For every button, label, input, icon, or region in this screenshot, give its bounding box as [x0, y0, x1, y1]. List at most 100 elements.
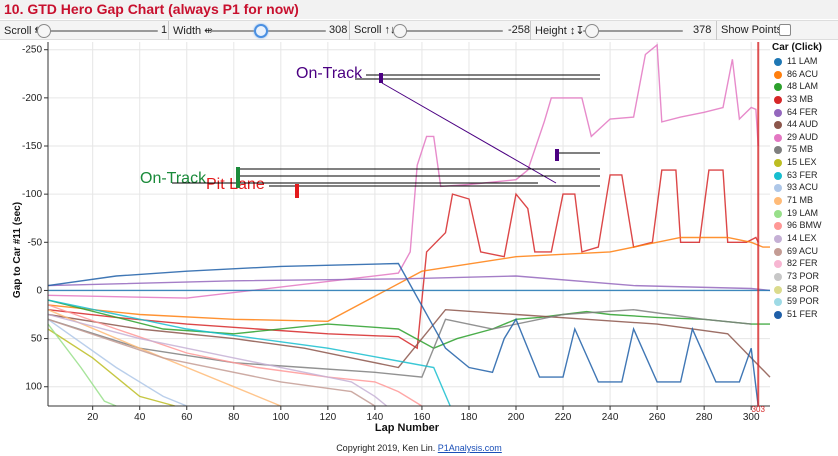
series-line-75-mb[interactable] — [47, 308, 752, 378]
legend-item-69-acu[interactable]: 69 ACU — [772, 246, 838, 259]
height-value: 378 — [693, 24, 712, 36]
series-line-63-fer[interactable] — [47, 299, 451, 407]
legend-label: 93 ACU — [787, 182, 819, 193]
x-tick-label: 20 — [87, 412, 99, 423]
x-axis-title: Lap Number — [375, 422, 440, 434]
scroll-vertical-track[interactable] — [393, 30, 503, 32]
y-tick-label: -50 — [28, 237, 43, 248]
annotation-label: Pit Lane — [206, 176, 265, 193]
legend-item-86-acu[interactable]: 86 ACU — [772, 69, 838, 82]
legend-label: 44 AUD — [787, 119, 819, 130]
legend-label: 51 FER — [787, 308, 818, 319]
legend-swatch — [774, 171, 782, 180]
chart-series — [47, 43, 771, 407]
legend-swatch — [774, 121, 782, 130]
legend-item-63-fer[interactable]: 63 FER — [772, 170, 838, 183]
series-line-71-mb[interactable] — [47, 309, 282, 407]
x-tick-label: 60 — [181, 412, 193, 423]
legend-swatch — [774, 222, 782, 231]
legend-swatch — [774, 133, 782, 142]
width-slider-thumb[interactable] — [254, 24, 268, 38]
chart-legend: Car (Click) 11 LAM 86 ACU 48 LAM 33 MB 64 FE… — [772, 42, 838, 321]
show-points-checkbox[interactable] — [779, 24, 791, 36]
series-line-19-lam[interactable] — [47, 323, 117, 407]
show-points-label: Show Points — [721, 24, 783, 36]
legend-label: 63 FER — [787, 169, 818, 180]
copyright-text: Copyright 2019, Ken Lin. — [336, 443, 436, 453]
scroll-horizontal-slider-thumb[interactable] — [37, 24, 51, 38]
y-tick-label: -250 — [22, 45, 42, 56]
x-tick-label: 140 — [367, 412, 384, 423]
width-track[interactable] — [211, 30, 326, 32]
legend-title: Car (Click) — [772, 42, 823, 53]
legend-item-82-fer[interactable]: 82 FER — [772, 258, 838, 271]
legend-swatch — [774, 70, 782, 79]
legend-item-29-aud[interactable]: 29 AUD — [772, 132, 838, 145]
x-tick-label: 120 — [320, 412, 337, 423]
x-tick-label: 80 — [228, 412, 240, 423]
y-axis: -250 -200 -150 -100 -50 0 50 100 — [22, 42, 49, 406]
legend-item-71-mb[interactable]: 71 MB — [772, 195, 838, 208]
legend-swatch — [774, 209, 782, 218]
legend-item-15-lex[interactable]: 15 LEX — [772, 157, 838, 170]
legend-label: 15 LEX — [787, 157, 817, 168]
series-line-14-lex[interactable] — [47, 313, 388, 407]
legend-item-75-mb[interactable]: 75 MB — [772, 144, 838, 157]
series-line-96-bmw[interactable] — [47, 304, 423, 407]
series-line-44-aud[interactable] — [47, 308, 771, 378]
legend-item-48-lam[interactable]: 48 LAM — [772, 81, 838, 94]
height-track[interactable] — [583, 30, 683, 32]
legend-label: 19 LAM — [787, 207, 819, 218]
legend-item-96-bmw[interactable]: 96 BMW — [772, 220, 838, 233]
legend-swatch — [774, 58, 782, 66]
scroll-horizontal-label: Scroll ⇆ — [4, 25, 44, 37]
legend-item-44-aud[interactable]: 44 AUD — [772, 119, 838, 132]
legend-item-51-fer[interactable]: 51 FER — [772, 309, 838, 322]
height-label: Height ↕↧ — [535, 25, 585, 37]
legend-item-93-acu[interactable]: 93 ACU — [772, 182, 838, 195]
legend-label: 82 FER — [787, 258, 818, 269]
series-line-29-aud[interactable] — [47, 43, 759, 299]
legend-swatch — [774, 272, 782, 281]
series-line-93-acu[interactable] — [47, 318, 188, 407]
legend-item-73-por[interactable]: 73 POR — [772, 271, 838, 284]
height-slider-thumb[interactable] — [585, 24, 599, 38]
legend-swatch — [774, 285, 782, 294]
plot-area — [48, 42, 770, 406]
legend-item-33-mb[interactable]: 33 MB — [772, 94, 838, 107]
legend-item-11-lam[interactable]: 11 LAM — [772, 56, 838, 69]
legend-label: 73 POR — [787, 270, 820, 281]
legend-item-59-por[interactable]: 59 POR — [772, 296, 838, 309]
annotation-marker — [555, 149, 559, 161]
series-line-33-mb[interactable] — [47, 169, 759, 350]
x-tick-label: 200 — [508, 412, 525, 423]
x-tick-label: 240 — [602, 412, 619, 423]
legend-swatch — [774, 298, 782, 307]
legend-item-19-lam[interactable]: 19 LAM — [772, 208, 838, 221]
p1analysis-link[interactable]: P1Analysis.com — [437, 443, 502, 453]
series-line-69-acu[interactable] — [47, 318, 376, 407]
annotation-label: On-Track — [140, 170, 207, 187]
legend-item-64-fer[interactable]: 64 FER — [772, 107, 838, 120]
scroll-vertical-label: Scroll ↑↓ — [354, 24, 396, 36]
series-line-86-acu[interactable] — [47, 236, 770, 323]
legend-swatch — [774, 197, 782, 206]
series-line-64-fer[interactable] — [47, 275, 771, 292]
y-tick-label: -200 — [22, 93, 42, 104]
annotation-leader — [381, 82, 557, 184]
legend-label: 11 LAM — [787, 56, 818, 66]
scroll-vertical-slider-thumb[interactable] — [393, 24, 407, 38]
x-tick-label: 280 — [696, 412, 713, 423]
legend-item-58-por[interactable]: 58 POR — [772, 284, 838, 297]
x-tick-label: 40 — [134, 412, 146, 423]
legend-item-14-lex[interactable]: 14 LEX — [772, 233, 838, 246]
scroll-horizontal-track[interactable] — [38, 30, 158, 32]
annotation-marker — [295, 184, 299, 198]
legend-swatch — [774, 83, 782, 92]
series-line-15-lex[interactable] — [47, 328, 176, 407]
legend-swatch — [774, 108, 782, 117]
series-line-51-fer[interactable] — [47, 262, 759, 407]
legend-items: 11 LAM 86 ACU 48 LAM 33 MB 64 FER 44 AUD 29 AU… — [772, 56, 838, 321]
width-control: Width ⇹ 308 — [169, 21, 350, 40]
